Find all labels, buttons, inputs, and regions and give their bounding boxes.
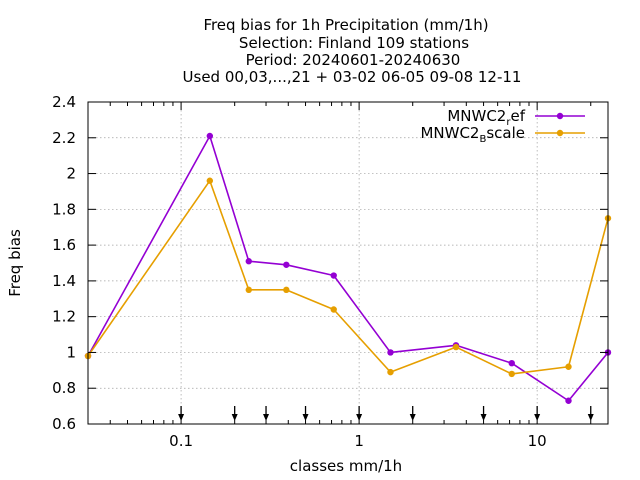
threshold-arrow	[231, 406, 238, 421]
data-point	[508, 359, 515, 367]
threshold-arrow-head	[231, 414, 238, 421]
threshold-arrow	[480, 406, 487, 421]
data-point	[283, 286, 290, 294]
data-point	[565, 363, 572, 370]
threshold-arrow	[587, 406, 594, 421]
data-point	[206, 177, 214, 184]
data-point	[330, 306, 337, 313]
x-tick-label: 10	[528, 432, 547, 450]
y-tick-label: 1.6	[52, 236, 76, 254]
threshold-arrow	[263, 406, 270, 421]
threshold-arrow	[409, 406, 416, 421]
legend-label: MNWC2ref	[447, 107, 525, 128]
threshold-arrow	[302, 406, 309, 421]
data-point	[387, 368, 394, 376]
y-tick-label: 1	[66, 343, 76, 361]
data-point	[245, 286, 252, 294]
axis-ticks: 0.6 0.8 1 1.2 1.4 1.6 1.8 2 2.2 2.4 0.1 1 10	[52, 93, 608, 450]
x-tick-label: 1	[354, 432, 364, 450]
legend-entry-2: MNWC2Bscale	[420, 124, 585, 145]
series-line	[87, 179, 609, 375]
data-point	[508, 370, 515, 378]
data-point	[330, 272, 337, 279]
y-tick-label: 2.4	[52, 93, 76, 111]
plot-frame	[87, 101, 609, 425]
threshold-arrow-head	[263, 414, 270, 421]
y-axis-label: Freq bias	[6, 229, 24, 297]
y-tick-label: 0.8	[52, 379, 76, 397]
y-tick-label: 2	[66, 165, 76, 183]
data-point	[245, 258, 252, 265]
y-tick-label: 1.4	[52, 272, 76, 290]
title-line-2: Selection: Finland 109 stations	[239, 34, 469, 52]
y-tick-label: 1.8	[52, 200, 76, 218]
y-tick-label: 1.2	[52, 308, 76, 326]
legend-label: MNWC2Bscale	[420, 124, 525, 145]
threshold-arrow-head	[587, 414, 594, 421]
threshold-arrow-head	[409, 414, 416, 421]
legend-entry-1: MNWC2ref	[447, 107, 585, 128]
data-point	[387, 349, 394, 356]
series-line	[87, 135, 609, 402]
threshold-arrow-head	[302, 414, 309, 421]
threshold-arrow-head	[480, 414, 487, 421]
title-line-3: Period: 20240601-20240630	[246, 51, 461, 69]
x-tick-label: 0.1	[169, 432, 193, 450]
legend-swatch-marker	[556, 112, 564, 120]
series-2	[84, 177, 612, 378]
data-point	[283, 261, 290, 268]
title-line-1: Freq bias for 1h Precipitation (mm/1h)	[203, 16, 488, 34]
series-layer	[84, 132, 612, 404]
y-tick-label: 0.6	[52, 415, 76, 433]
data-point	[452, 343, 460, 351]
data-point	[565, 397, 572, 404]
chart-title: Freq bias for 1h Precipitation (mm/1h) S…	[183, 16, 522, 86]
legend-swatch-marker	[556, 129, 564, 137]
grid	[88, 102, 608, 424]
x-axis-label: classes mm/1h	[290, 457, 402, 475]
threshold-arrows	[178, 406, 594, 421]
data-point	[206, 132, 214, 140]
title-line-4: Used 00,03,...,21 + 03-02 06-05 09-08 12…	[183, 68, 522, 86]
y-tick-label: 2.2	[52, 129, 76, 147]
